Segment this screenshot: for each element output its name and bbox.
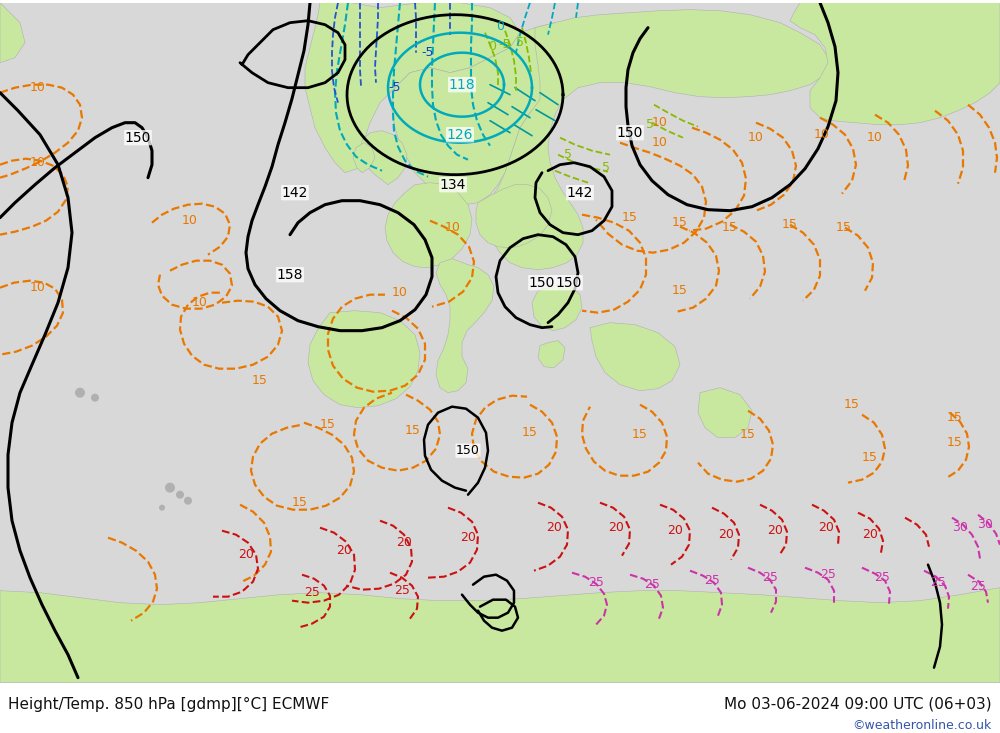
- Text: 10: 10: [30, 281, 46, 294]
- Text: 15: 15: [836, 221, 852, 234]
- Text: 20: 20: [238, 548, 254, 561]
- Text: 25: 25: [874, 571, 890, 584]
- Text: 25: 25: [394, 584, 410, 597]
- Text: 5: 5: [602, 161, 610, 174]
- Text: 15: 15: [722, 221, 738, 234]
- Text: 118: 118: [449, 78, 475, 92]
- Text: -5: -5: [422, 46, 434, 59]
- Text: 0: 0: [496, 21, 504, 33]
- Text: ©weatheronline.co.uk: ©weatheronline.co.uk: [853, 719, 992, 732]
- Text: 15: 15: [947, 411, 963, 424]
- Text: 134: 134: [440, 177, 466, 191]
- Text: 25: 25: [820, 568, 836, 581]
- Text: 25: 25: [930, 576, 946, 589]
- Polygon shape: [308, 311, 420, 408]
- Text: 10: 10: [652, 116, 668, 129]
- Text: 15: 15: [672, 216, 688, 229]
- Polygon shape: [590, 323, 680, 391]
- Text: 10: 10: [192, 296, 208, 309]
- Circle shape: [75, 388, 85, 398]
- Text: 10: 10: [30, 156, 46, 169]
- Circle shape: [184, 497, 192, 505]
- Text: 150: 150: [556, 276, 582, 290]
- Circle shape: [165, 482, 175, 493]
- Text: 15: 15: [947, 436, 963, 449]
- Text: 10: 10: [392, 286, 408, 299]
- Text: 15: 15: [740, 428, 756, 441]
- Text: 20: 20: [718, 528, 734, 541]
- Text: 15: 15: [622, 211, 638, 224]
- Text: 15: 15: [844, 398, 860, 411]
- Text: 15: 15: [522, 426, 538, 439]
- Text: 15: 15: [782, 218, 798, 231]
- Text: 10: 10: [30, 81, 46, 94]
- Text: 10: 10: [867, 131, 883, 144]
- Text: 15: 15: [672, 284, 688, 297]
- Text: 20: 20: [460, 531, 476, 544]
- Text: 10: 10: [814, 128, 830, 141]
- Text: 20: 20: [818, 521, 834, 534]
- Text: 20: 20: [667, 524, 683, 537]
- Text: 30: 30: [977, 518, 993, 531]
- Circle shape: [176, 490, 184, 498]
- Text: 25: 25: [588, 576, 604, 589]
- Text: 10: 10: [445, 221, 461, 234]
- Text: 20: 20: [862, 528, 878, 541]
- Text: 15: 15: [405, 424, 421, 437]
- Text: 15: 15: [862, 452, 878, 464]
- Polygon shape: [353, 143, 375, 173]
- Text: 20: 20: [546, 521, 562, 534]
- Text: 150: 150: [125, 130, 151, 144]
- Polygon shape: [436, 259, 494, 393]
- Text: 15: 15: [632, 428, 648, 441]
- Polygon shape: [360, 130, 407, 185]
- Text: 5: 5: [646, 118, 654, 131]
- Text: 10: 10: [652, 136, 668, 150]
- Text: -5: -5: [499, 38, 511, 51]
- Polygon shape: [305, 3, 520, 173]
- Polygon shape: [0, 588, 1000, 682]
- Text: 142: 142: [567, 185, 593, 199]
- Text: -5: -5: [389, 81, 401, 94]
- Circle shape: [91, 394, 99, 402]
- Polygon shape: [488, 10, 830, 270]
- Text: 25: 25: [304, 586, 320, 599]
- Text: 20: 20: [767, 524, 783, 537]
- Polygon shape: [0, 3, 25, 63]
- Text: 20: 20: [336, 544, 352, 557]
- Polygon shape: [790, 3, 1000, 125]
- Polygon shape: [698, 388, 752, 438]
- Text: 30: 30: [952, 521, 968, 534]
- Text: 15: 15: [320, 419, 336, 431]
- Circle shape: [159, 505, 165, 511]
- Text: 20: 20: [608, 521, 624, 534]
- Polygon shape: [532, 284, 582, 331]
- Text: 25: 25: [970, 581, 986, 593]
- Text: 25: 25: [704, 574, 720, 587]
- Text: 0: 0: [488, 40, 496, 54]
- Text: 142: 142: [282, 185, 308, 199]
- Text: 20: 20: [396, 536, 412, 549]
- Text: 5: 5: [564, 148, 572, 161]
- Text: 15: 15: [252, 374, 268, 387]
- Text: 150: 150: [617, 125, 643, 140]
- Text: 150: 150: [456, 444, 480, 457]
- Polygon shape: [385, 183, 472, 268]
- Text: Height/Temp. 850 hPa [gdmp][°C] ECMWF: Height/Temp. 850 hPa [gdmp][°C] ECMWF: [8, 697, 329, 712]
- Text: Mo 03-06-2024 09:00 UTC (06+03): Mo 03-06-2024 09:00 UTC (06+03): [724, 697, 992, 712]
- Polygon shape: [392, 23, 580, 205]
- Text: 10: 10: [182, 214, 198, 227]
- Text: 5: 5: [516, 36, 524, 49]
- Text: 25: 25: [644, 578, 660, 592]
- Text: 126: 126: [447, 128, 473, 141]
- Polygon shape: [538, 341, 565, 368]
- Text: 25: 25: [762, 571, 778, 584]
- Text: 158: 158: [277, 268, 303, 281]
- Text: 15: 15: [292, 496, 308, 509]
- Text: 150: 150: [529, 276, 555, 290]
- Polygon shape: [476, 185, 552, 248]
- Text: 10: 10: [748, 131, 764, 144]
